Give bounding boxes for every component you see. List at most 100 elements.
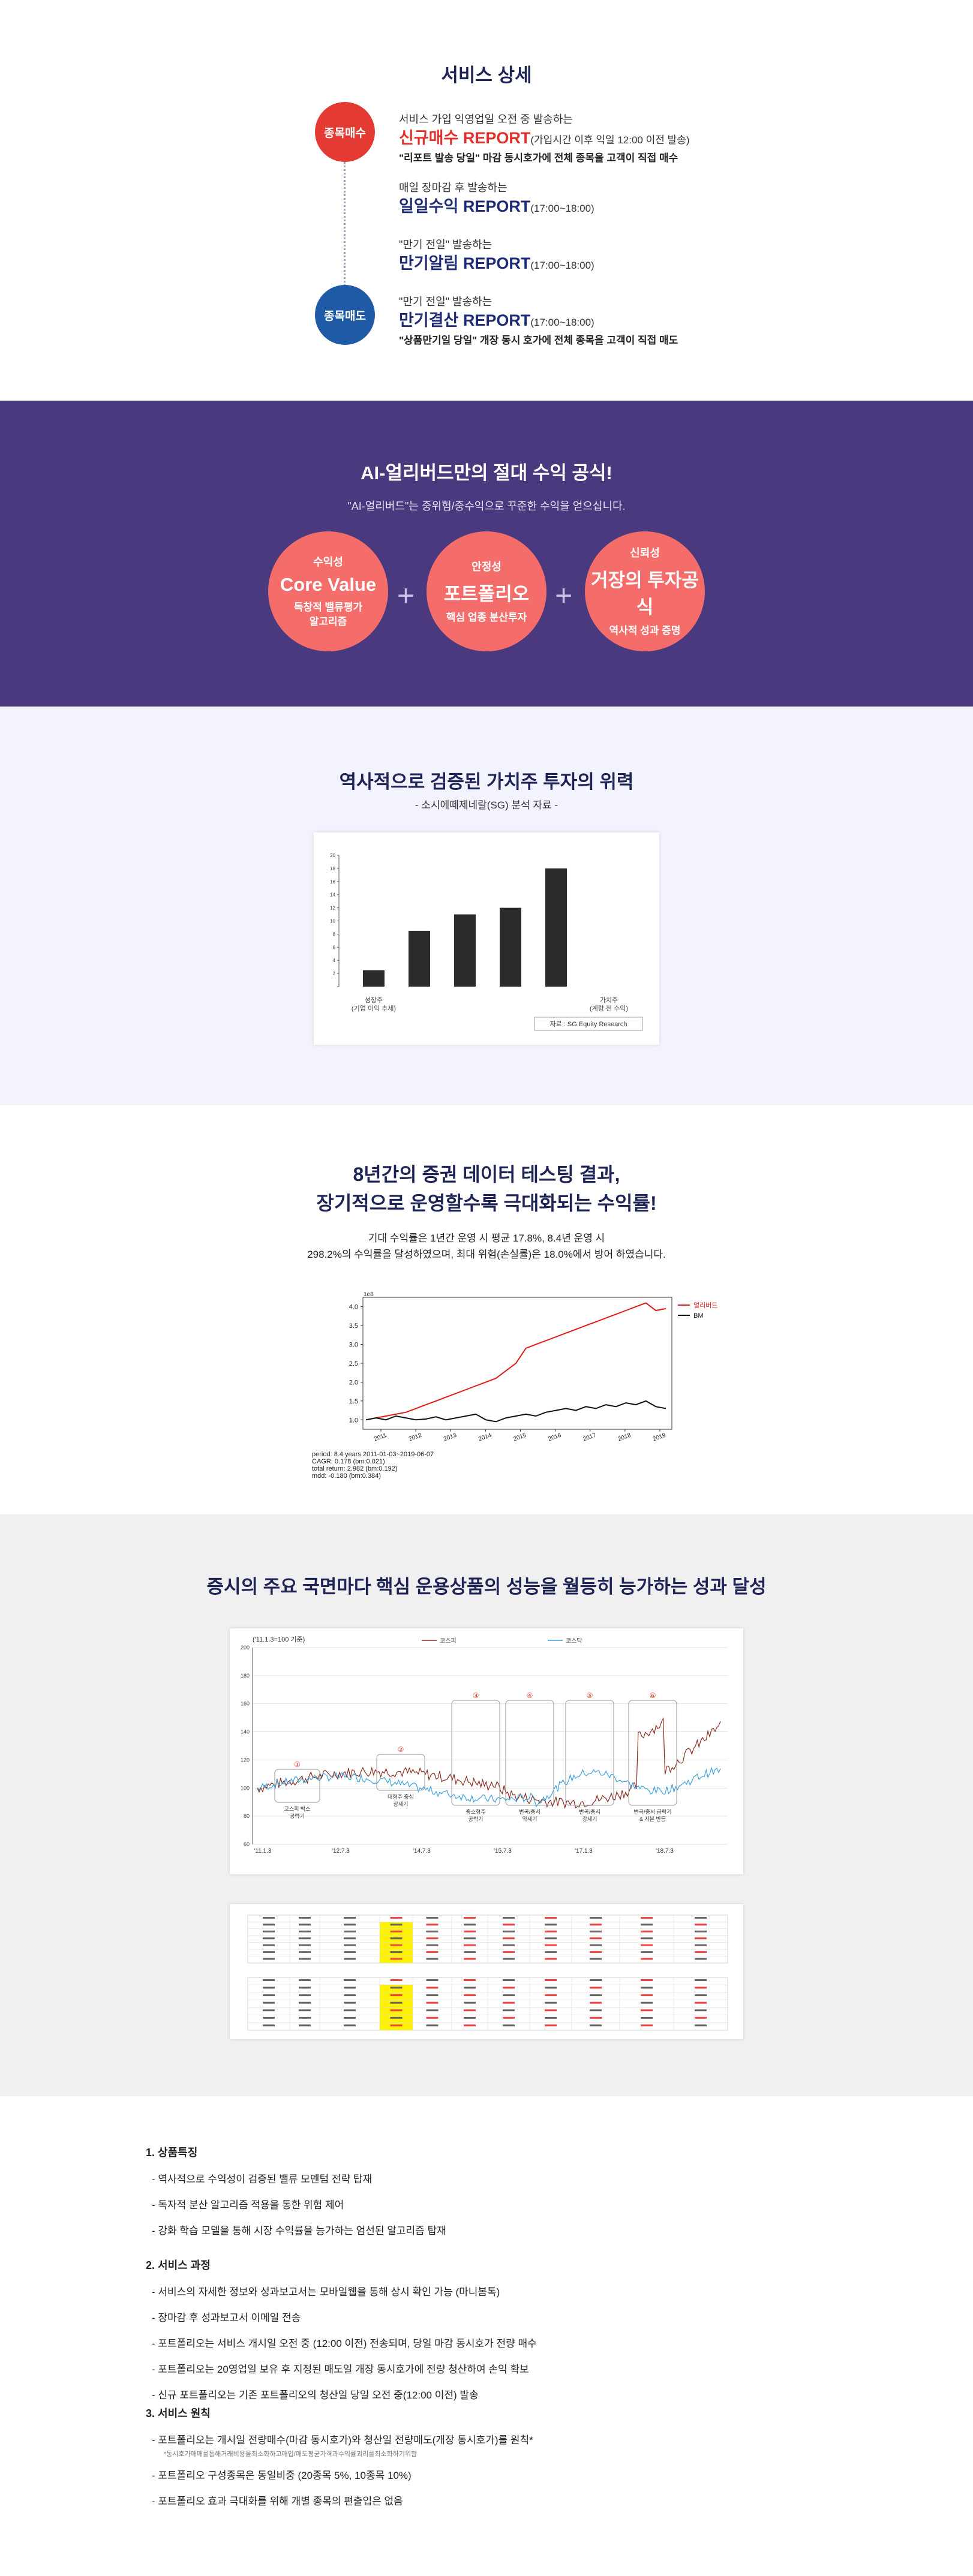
table-cell-mark bbox=[641, 1994, 653, 1997]
table-cell-mark bbox=[695, 2024, 707, 2027]
table-cell-mark bbox=[263, 1917, 275, 1919]
phase-number: ④ bbox=[527, 1691, 533, 1700]
table-cell-mark bbox=[464, 1994, 476, 1997]
phase-label: 대형주 중심 bbox=[388, 1794, 414, 1800]
table-cell-mark bbox=[545, 2009, 557, 2012]
table-cell-mark bbox=[464, 1979, 476, 1981]
table-cell-mark bbox=[464, 1951, 476, 1953]
table-cell-mark bbox=[641, 1979, 653, 1981]
table-cell-mark bbox=[464, 1917, 476, 1919]
table-cell-mark bbox=[344, 1930, 356, 1932]
table-cell-mark bbox=[503, 1937, 515, 1940]
x-tick-label: 2017 bbox=[582, 1432, 597, 1443]
table-cell-mark bbox=[695, 1917, 707, 1919]
table-cell-mark bbox=[299, 2016, 311, 2019]
table-cell-mark bbox=[503, 2024, 515, 2027]
table-cell-mark bbox=[503, 1958, 515, 1960]
table-cell-mark bbox=[263, 1958, 275, 1960]
table-cell-mark bbox=[545, 1958, 557, 1960]
y-tick-label: 12 bbox=[330, 906, 335, 911]
table-cell-mark bbox=[263, 1986, 275, 1989]
table-cell-mark bbox=[344, 1951, 356, 1953]
table-cell-mark bbox=[344, 1917, 356, 1919]
service-item-daily: 매일 장마감 후 발송하는 일일수익 REPORT(17:00~18:00) bbox=[399, 180, 594, 220]
table-cell-mark bbox=[299, 1979, 311, 1981]
section-heading: 1. 상품특징 bbox=[146, 2147, 198, 2159]
table-cell-mark bbox=[503, 2009, 515, 2012]
phase-label: 공략기 bbox=[290, 1812, 305, 1819]
circle-desc: 독창적 밸류평가 bbox=[293, 602, 363, 613]
table-cell-mark bbox=[426, 1951, 439, 1953]
phase-label: 장세기 bbox=[394, 1801, 409, 1807]
list-item: - 포트폴리오 효과 극대화를 위해 개별 종목의 편출입은 없음 bbox=[152, 2496, 403, 2507]
history-title: 역사적으로 검증된 가치주 투자의 위력 bbox=[339, 771, 634, 792]
service-detail-section: 서비스 상세 종목매수 종목매도 서비스 가입 익영업일 오전 중 발송하는 신… bbox=[0, 0, 973, 401]
table-cell-mark bbox=[590, 1994, 602, 1997]
list-item: - 포트폴리오는 개시일 전량매수(마감 동시호가)와 청산일 전량매도(개장 … bbox=[152, 2434, 533, 2446]
table-cell-mark bbox=[426, 1937, 439, 1940]
list-item: - 서비스의 자세한 정보와 성과보고서는 모바일웹을 통해 상시 확인 가능 … bbox=[152, 2286, 500, 2298]
phase-label: 중소형주 bbox=[466, 1809, 485, 1815]
bar bbox=[545, 868, 567, 987]
table-cell-mark bbox=[344, 1979, 356, 1981]
table-cell-mark bbox=[299, 1986, 311, 1989]
table-cell-mark bbox=[590, 1951, 602, 1953]
item-caption: 매일 장마감 후 발송하는 bbox=[399, 182, 507, 194]
table-cell-mark bbox=[263, 1937, 275, 1940]
table-cell-mark bbox=[299, 1923, 311, 1926]
product-features-list: 1. 상품특징 - 역사적으로 수익성이 검증된 밸류 모멘텀 전략 탑재 - … bbox=[146, 2144, 446, 2248]
plus-icon: + bbox=[555, 579, 573, 612]
table-cell-mark bbox=[390, 2024, 403, 2027]
table-cell-mark bbox=[641, 1951, 653, 1953]
bar bbox=[500, 907, 521, 987]
table-cell-mark bbox=[426, 1917, 439, 1919]
circle-headline: 포트폴리오 bbox=[443, 583, 530, 605]
table-cell-mark bbox=[590, 1917, 602, 1919]
backtest-title-1: 8년간의 증권 데이터 테스팅 결과, bbox=[353, 1164, 620, 1185]
performance-table-image bbox=[230, 1904, 743, 2039]
y-tick-label: 4.0 bbox=[349, 1304, 358, 1311]
left-label-1: 성장주 bbox=[365, 996, 383, 1004]
table-cell-mark bbox=[641, 1930, 653, 1932]
table-cell-mark bbox=[426, 1944, 439, 1946]
phase-box bbox=[376, 1754, 425, 1791]
phase-box bbox=[628, 1700, 677, 1806]
table-cell-mark bbox=[263, 2016, 275, 2019]
left-label-2: (기업 이익 추세) bbox=[352, 1005, 396, 1012]
table-cell-mark bbox=[390, 1917, 403, 1919]
table-cell-mark bbox=[503, 1917, 515, 1919]
circle-desc-2: 알고리즘 bbox=[309, 616, 347, 627]
table-cell-mark bbox=[590, 1944, 602, 1946]
y-tick-label: 14 bbox=[330, 892, 335, 898]
table-cell-mark bbox=[344, 1937, 356, 1940]
section-heading: 3. 서비스 원칙 bbox=[146, 2407, 211, 2419]
item-caption: 서비스 가입 익영업일 오전 중 발송하는 bbox=[399, 113, 573, 125]
section-heading: 2. 서비스 과정 bbox=[146, 2259, 211, 2271]
circle-headline: Core Value bbox=[280, 574, 377, 595]
table-cell-mark bbox=[641, 2024, 653, 2027]
x-tick-label: '18.7.3 bbox=[656, 1848, 674, 1854]
table-cell-mark bbox=[695, 2009, 707, 2012]
list-item: - 포트폴리오는 서비스 개시일 오전 중 (12:00 이전) 전송되며, 당… bbox=[152, 2338, 537, 2349]
performance-table-graphic bbox=[247, 1914, 728, 2031]
phase-box bbox=[274, 1769, 320, 1803]
list-item: - 신규 포트폴리오는 기존 포트폴리오의 청산일 당일 오전 중(12:00 … bbox=[152, 2389, 479, 2401]
series-bm-line bbox=[365, 1400, 666, 1423]
market-title: 증시의 주요 국면마다 핵심 운용상품의 성능을 월등히 능가하는 성과 달성 bbox=[206, 1576, 767, 1597]
phase-number: ① bbox=[294, 1760, 301, 1769]
y-tick-label: 2.0 bbox=[349, 1379, 358, 1386]
y-tick-label: 200 bbox=[241, 1645, 250, 1651]
table-cell-mark bbox=[545, 2001, 557, 2004]
table-cell-mark bbox=[390, 1994, 403, 1997]
table-cell-mark bbox=[503, 2001, 515, 2004]
table-cell-mark bbox=[590, 2009, 602, 2012]
phase-box bbox=[451, 1700, 500, 1806]
x-tick-label: 2019 bbox=[652, 1432, 667, 1443]
table-cell-mark bbox=[464, 1944, 476, 1946]
stability-circle: 안정성 포트폴리오 핵심 업종 분산투자 bbox=[427, 531, 546, 651]
table-cell-mark bbox=[590, 2001, 602, 2004]
table-cell-mark bbox=[590, 1986, 602, 1989]
phase-number: ⑤ bbox=[587, 1691, 593, 1700]
table-cell-mark bbox=[695, 2001, 707, 2004]
y-tick-label: 6 bbox=[333, 945, 336, 950]
